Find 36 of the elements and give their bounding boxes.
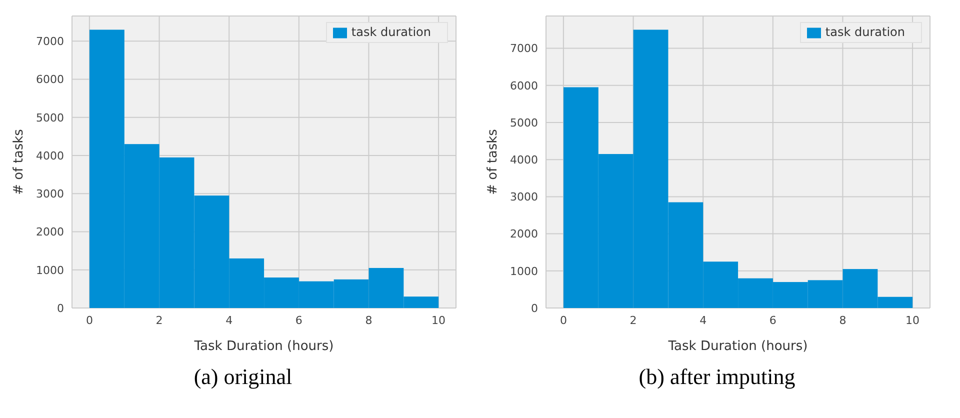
y-tick-label: 7000 [510, 42, 538, 56]
x-tick-label: 4 [700, 314, 707, 327]
y-tick-label: 5000 [510, 116, 538, 130]
y-tick-label: 1000 [510, 264, 538, 278]
y-tick-label: 3000 [510, 190, 538, 204]
y-axis-title: # of tasks [486, 128, 501, 195]
x-axis-title: Task Duration (hours) [667, 339, 808, 354]
y-tick-label: 4000 [36, 149, 64, 162]
y-tick-label: 0 [531, 302, 538, 315]
y-tick-label: 2000 [510, 228, 538, 241]
legend-label: task duration [825, 25, 905, 39]
y-tick-label: 0 [57, 302, 64, 315]
y-tick-label: 6000 [510, 79, 538, 92]
y-tick-label: 4000 [510, 153, 538, 166]
text: (a) original [192, 364, 294, 390]
x-tick-label: 8 [839, 314, 846, 327]
legend-label: task duration [351, 25, 431, 39]
text: (b) after imputing [638, 364, 796, 390]
x-tick-label: 6 [295, 314, 302, 327]
x-tick-label: 0 [86, 314, 93, 327]
y-tick-label: 6000 [36, 73, 64, 86]
y-tick-label: 3000 [36, 188, 64, 201]
x-tick-label: 4 [226, 314, 233, 327]
y-tick-label: 7000 [36, 35, 64, 48]
x-tick-label: 8 [365, 314, 372, 327]
y-tick-label: 5000 [36, 111, 64, 124]
x-tick-label: 2 [630, 314, 637, 327]
x-tick-label: 0 [560, 314, 567, 327]
x-tick-label: 10 [432, 314, 446, 327]
x-tick-label: 6 [769, 314, 776, 327]
y-tick-label: 1000 [36, 264, 64, 277]
x-axis-title: Task Duration (hours) [193, 339, 334, 354]
y-tick-label: 2000 [36, 226, 64, 239]
y-axis-title: # of tasks [12, 128, 27, 195]
x-tick-label: 10 [906, 314, 920, 327]
x-tick-label: 2 [156, 314, 163, 327]
